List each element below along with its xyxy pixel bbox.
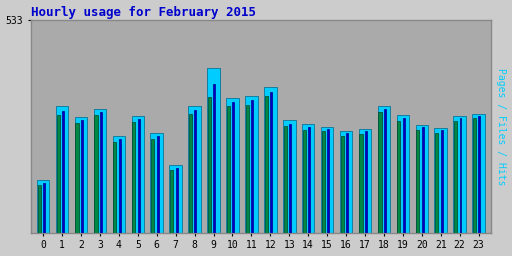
Bar	[289, 124, 291, 233]
Bar	[138, 119, 140, 233]
Bar	[478, 116, 480, 233]
Bar	[283, 121, 295, 233]
Bar	[151, 139, 154, 233]
Bar	[113, 136, 125, 233]
Bar	[75, 123, 78, 233]
Bar	[378, 106, 390, 233]
Bar	[43, 183, 45, 233]
Bar	[435, 128, 447, 233]
Bar	[303, 130, 306, 233]
Bar	[440, 131, 442, 233]
Bar	[435, 133, 438, 233]
Bar	[322, 131, 325, 233]
Bar	[359, 129, 371, 233]
Bar	[245, 96, 258, 233]
Bar	[378, 112, 381, 233]
Bar	[321, 127, 333, 233]
Bar	[397, 115, 409, 233]
Bar	[327, 129, 329, 233]
Bar	[246, 105, 249, 233]
Bar	[188, 106, 201, 233]
Bar	[132, 116, 144, 233]
Bar	[195, 110, 197, 233]
Bar	[189, 114, 192, 233]
Bar	[270, 92, 272, 233]
Bar	[207, 68, 220, 233]
Bar	[226, 99, 239, 233]
Bar	[416, 130, 419, 233]
Bar	[37, 185, 41, 233]
Bar	[416, 125, 428, 233]
Bar	[308, 127, 310, 233]
Bar	[151, 133, 163, 233]
Bar	[157, 136, 159, 233]
Bar	[75, 117, 87, 233]
Bar	[359, 134, 362, 233]
Bar	[302, 124, 314, 233]
Bar	[340, 136, 344, 233]
Bar	[365, 131, 367, 233]
Bar	[94, 115, 97, 233]
Bar	[459, 119, 461, 233]
Bar	[473, 114, 485, 233]
Bar	[232, 102, 234, 233]
Bar	[94, 109, 106, 233]
Bar	[397, 121, 400, 233]
Bar	[56, 115, 59, 233]
Bar	[346, 133, 348, 233]
Bar	[119, 139, 121, 233]
Bar	[81, 120, 83, 233]
Bar	[132, 122, 135, 233]
Bar	[113, 142, 116, 233]
Bar	[208, 97, 211, 233]
Bar	[473, 118, 476, 233]
Text: Hourly usage for February 2015: Hourly usage for February 2015	[31, 6, 256, 18]
Bar	[100, 112, 102, 233]
Bar	[62, 111, 64, 233]
Bar	[56, 106, 68, 233]
Bar	[454, 116, 466, 233]
Bar	[37, 180, 49, 233]
Bar	[264, 87, 276, 233]
Bar	[169, 165, 182, 233]
Bar	[265, 96, 268, 233]
Bar	[176, 168, 178, 233]
Bar	[384, 109, 386, 233]
Bar	[227, 106, 230, 233]
Bar	[284, 126, 287, 233]
Bar	[422, 127, 423, 233]
Bar	[170, 170, 173, 233]
Y-axis label: Pages / Files / Hits: Pages / Files / Hits	[497, 68, 506, 185]
Bar	[340, 131, 352, 233]
Bar	[251, 100, 253, 233]
Bar	[214, 84, 216, 233]
Bar	[403, 118, 404, 233]
Bar	[454, 121, 457, 233]
